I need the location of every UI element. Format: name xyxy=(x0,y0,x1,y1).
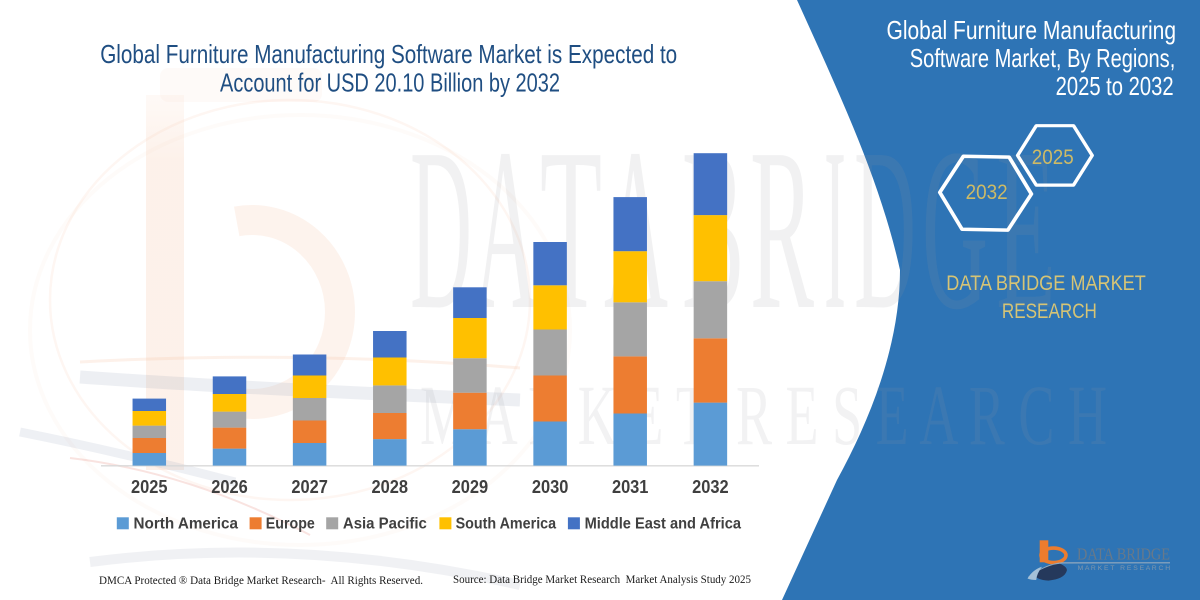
svg-text:Global Furniture Manufacturing: Global Furniture Manufacturing Software … xyxy=(100,39,677,69)
svg-text:2032: 2032 xyxy=(966,181,1008,204)
svg-text:2030: 2030 xyxy=(532,477,569,497)
svg-text:2027: 2027 xyxy=(291,477,328,497)
svg-text:2025: 2025 xyxy=(131,477,168,497)
svg-text:2029: 2029 xyxy=(452,477,489,497)
svg-text:M A R K E T R E S E A R C H: M A R K E T R E S E A R C H xyxy=(420,367,1107,463)
svg-text:DATA BRIDGE: DATA BRIDGE xyxy=(1077,545,1170,564)
svg-text:Asia Pacific: Asia Pacific xyxy=(343,516,427,533)
svg-text:South America: South America xyxy=(456,516,557,533)
svg-text:I: I xyxy=(824,101,846,358)
svg-text:2031: 2031 xyxy=(612,477,649,497)
svg-text:2026: 2026 xyxy=(211,477,248,497)
svg-text:R: R xyxy=(750,101,814,358)
svg-text:2025 to 2032: 2025 to 2032 xyxy=(1056,71,1174,101)
svg-text:2028: 2028 xyxy=(372,477,409,497)
svg-text:Source: Data Bridge Market Res: Source: Data Bridge Market Research Mark… xyxy=(453,572,751,586)
svg-text:M A R K E T R E S E A R C H: M A R K E T R E S E A R C H xyxy=(1078,565,1171,572)
svg-text:North America: North America xyxy=(134,516,239,533)
svg-text:Account for USD 20.10 Billion: Account for USD 20.10 Billion by 2032 xyxy=(220,68,560,98)
svg-text:Global Furniture Manufacturing: Global Furniture Manufacturing xyxy=(887,15,1177,45)
svg-text:Middle East and Africa: Middle East and Africa xyxy=(585,516,742,533)
svg-text:DATA BRIDGE MARKET: DATA BRIDGE MARKET xyxy=(946,272,1146,295)
svg-text:2025: 2025 xyxy=(1032,146,1074,169)
svg-text:RESEARCH: RESEARCH xyxy=(1002,300,1097,323)
svg-text:Europe: Europe xyxy=(266,516,315,533)
svg-text:Software Market, By Regions,: Software Market, By Regions, xyxy=(910,43,1176,73)
svg-text:DMCA Protected ® Data Bridge M: DMCA Protected ® Data Bridge Market Rese… xyxy=(99,573,423,587)
svg-text:2032: 2032 xyxy=(692,477,729,497)
svg-text:D: D xyxy=(854,101,916,358)
